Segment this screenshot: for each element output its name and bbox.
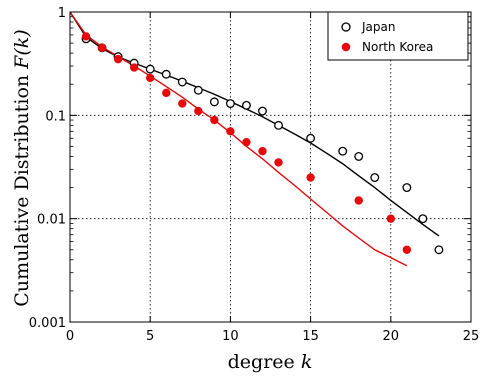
y-tick-labels: 0.001 0.01 0.1 1 <box>29 6 66 331</box>
x-axis-title-text: degree <box>228 351 301 373</box>
legend-label-japan: Japan <box>361 20 395 34</box>
north-korea-point <box>386 214 395 223</box>
north-korea-point <box>97 43 107 53</box>
x-tick-label: 20 <box>383 329 400 344</box>
japan-point <box>370 173 380 182</box>
plot-frame <box>69 11 472 323</box>
north-korea-point <box>146 73 155 83</box>
japan-point <box>209 97 219 107</box>
y-tick-label: 0.1 <box>45 109 66 124</box>
y-axis-title-var: F(k) <box>11 29 33 70</box>
japan-point <box>354 152 364 161</box>
x-tick-label: 10 <box>222 329 239 344</box>
japan-point <box>306 133 316 143</box>
japan-point <box>258 106 267 116</box>
north-korea-point <box>274 158 283 167</box>
japan-point <box>241 100 251 110</box>
north-korea-point <box>402 245 412 254</box>
x-tick-label: 0 <box>66 329 74 344</box>
y-axis-title-text: Cumulative Distribution <box>11 69 33 307</box>
north-korea-point <box>354 196 363 205</box>
legend-marker-north-korea <box>341 42 351 52</box>
japan-point <box>434 245 444 255</box>
north-korea-point <box>258 146 267 156</box>
y-tick-label: 0.01 <box>37 213 66 228</box>
north-korea-point <box>194 106 203 116</box>
y-tick-label: 1 <box>58 6 66 21</box>
japan-point <box>402 183 412 193</box>
japan-point <box>338 146 348 156</box>
north-korea-point <box>306 173 315 182</box>
japan-point <box>177 77 187 87</box>
north-korea-point <box>226 127 235 136</box>
x-axis-title: degree k <box>228 351 313 373</box>
north-korea-point <box>178 99 187 108</box>
north-korea-point <box>162 88 171 98</box>
x-tick-label: 5 <box>146 329 154 344</box>
x-tick-label: 15 <box>302 329 319 344</box>
north-korea-point <box>113 54 123 64</box>
japan-point <box>274 120 283 130</box>
legend-label-north-korea: North Korea <box>362 40 433 54</box>
x-tick-labels: 0 5 10 15 20 25 <box>66 329 479 344</box>
north-korea-fit-line-group <box>69 11 408 267</box>
north-korea-fit-line <box>69 11 408 267</box>
japan-point <box>145 64 155 74</box>
legend-box <box>327 11 469 61</box>
north-korea-point <box>81 32 91 41</box>
north-korea-point <box>129 63 139 72</box>
legend: Japan North Korea <box>327 11 469 61</box>
x-tick-label: 25 <box>463 329 480 344</box>
japan-point <box>193 85 203 95</box>
y-minor-ticks <box>70 16 471 292</box>
japan-point <box>418 214 428 224</box>
north-korea-points-group <box>81 32 412 254</box>
y-axis-title: Cumulative Distribution F(k) <box>11 29 33 306</box>
x-axis-title-var: k <box>301 351 313 373</box>
japan-point <box>161 69 171 79</box>
legend-marker-japan <box>341 22 351 32</box>
japan-point <box>225 99 235 109</box>
north-korea-point <box>242 137 251 147</box>
y-tick-label: 0.001 <box>29 316 66 331</box>
north-korea-point <box>210 115 219 125</box>
